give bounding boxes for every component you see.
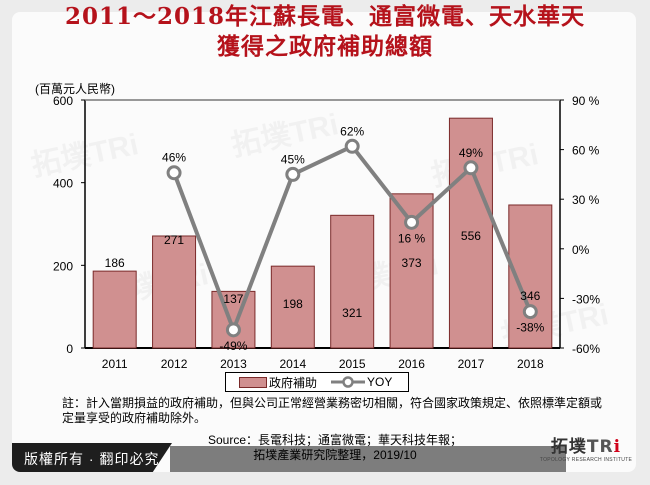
chart-title-line1: 2011～2018年江蘇長電、通富微電、天水華天 [64,3,586,30]
y-tick-label: 200 [53,259,73,273]
bar-legend-swatch [239,376,267,388]
logo-mark: 拓墣TRi [550,437,622,457]
yoy-value-label: 45% [281,152,305,166]
x-tick-label: 2018 [517,357,544,371]
yoy-marker [344,138,360,154]
bar [270,265,315,349]
bar [330,214,375,349]
yoy-value-label: -49% [219,339,247,353]
yoy-value-label: 16 % [398,231,426,245]
yoy-marker [463,160,479,176]
bar [448,117,493,349]
source-line1: Source：長電科技；通富微電；華天科技年報； [207,433,463,447]
bar-value-label: 556 [461,229,481,243]
bar-value-label: 186 [105,256,125,270]
copyright-text: 版權所有 · 翻印必究 [24,451,160,467]
y2-tick-label: -30% [572,292,600,306]
y-tick-label: 0 [66,342,73,356]
x-tick-label: 2011 [102,357,128,371]
bar-value-label: 321 [342,306,362,320]
bar-value-label: 346 [520,289,540,303]
logo-subtitle: TOPOLOGY RESEARCH INSTITUTE [539,457,633,463]
yoy-marker [404,214,420,230]
footnote: 註：計入當期損益的政府補助，但與公司正常經營業務密切相關，符合國家政策規定、依照… [62,396,603,425]
source-text: Source：長電科技；通富微電；華天科技年報； 拓墣產業研究院整理，2019/… [170,433,500,463]
bar [92,270,137,349]
yoy-marker [225,322,241,338]
footer-band [170,446,566,472]
yoy-marker [285,166,301,182]
line-legend-label: YOY [367,375,393,389]
x-tick-label: 2014 [279,357,306,371]
chart-title: 2011～2018年江蘇長電、通富微電、天水華天 獲得之政府補助總額 [0,2,650,62]
x-tick-label: 2016 [398,357,425,371]
x-tick-label: 2013 [220,357,247,371]
bar [211,290,256,349]
y2-tick-label: 60 % [572,144,600,158]
x-tick-label: 2017 [458,357,485,371]
yoy-marker [166,165,182,181]
source-line2: 拓墣產業研究院整理，2019/10 [253,448,417,462]
bar-legend-label: 政府補助 [269,375,318,390]
bar [152,235,197,349]
tri-logo: 拓墣TRi TOPOLOGY RESEARCH INSTITUTE [538,432,634,470]
y2-tick-label: 90 % [572,94,600,108]
yoy-value-label: 49% [459,146,483,160]
x-tick-label: 2012 [161,357,188,371]
yoy-value-label: -38% [516,321,544,335]
yoy-value-label: 62% [340,124,364,138]
x-tick-label: 2015 [339,357,366,371]
y-tick-label: 400 [53,177,73,191]
yoy-marker [522,304,538,320]
copyright-band: 版權所有 · 翻印必究 [12,443,172,472]
yoy-value-label: 46% [162,151,186,165]
y2-tick-label: 0% [572,243,590,257]
bar-value-label: 198 [283,297,303,311]
y2-tick-label: -60% [572,342,600,356]
chart-title-line2: 獲得之政府補助總額 [217,33,433,60]
chart-legend: 政府補助 YOY [225,372,409,392]
y-axis-unit-label: (百萬元人民幣) [35,82,115,96]
bar-value-label: 373 [402,256,422,270]
y-tick-label: 600 [53,94,73,108]
y2-tick-label: 30 % [572,193,600,207]
line-legend-icon [331,376,366,388]
bar-value-label: 271 [164,233,184,247]
bar-value-label: 137 [223,292,243,306]
